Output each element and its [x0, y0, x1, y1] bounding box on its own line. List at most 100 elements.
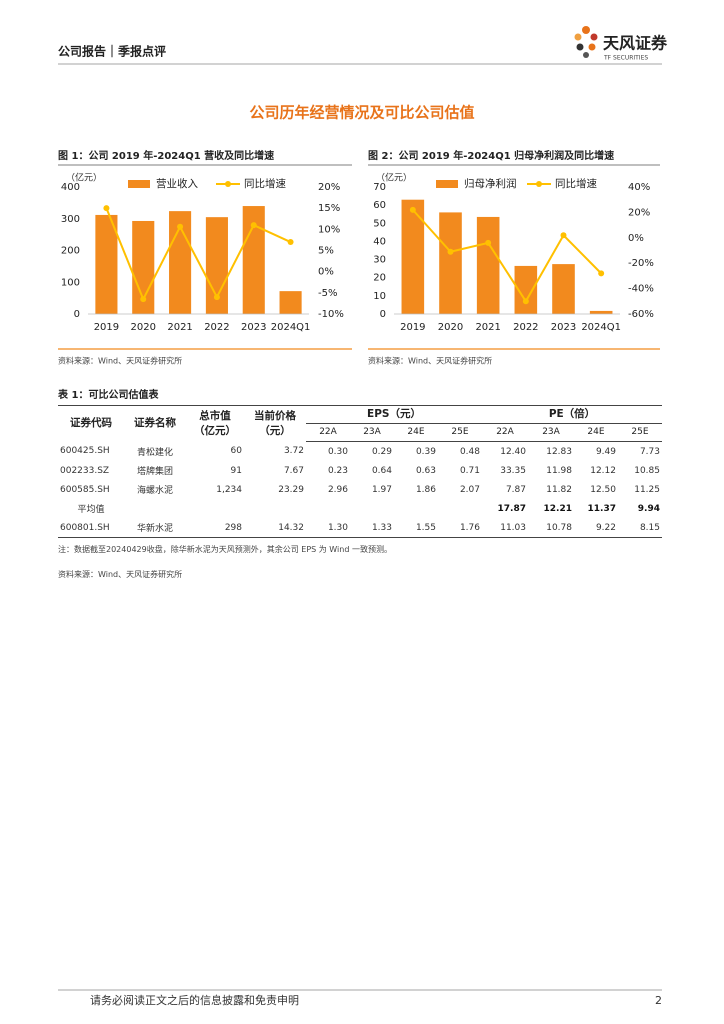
legend-label: 营业收入 — [156, 177, 198, 190]
x-tick-label: 2024Q1 — [271, 322, 311, 333]
table-row: 600585.SH 海螺水泥 1,234 23.29 2.96 1.97 1.86 2.07 7… — [58, 480, 662, 499]
table-cell: 23.29 — [278, 484, 304, 495]
empty-cell — [394, 499, 438, 518]
y-tick-label: 200 — [61, 246, 80, 257]
line-marker — [213, 294, 220, 301]
x-tick-label: 2023 — [551, 322, 576, 333]
average-value: 17.87 — [497, 503, 526, 514]
y-tick-label: 100 — [61, 277, 80, 288]
table-cell: 1.76 — [438, 518, 482, 538]
table-cell: 12.50 — [590, 484, 616, 495]
column-header: 当前价格 （元） — [244, 405, 306, 442]
x-tick-label: 2024Q1 — [581, 322, 621, 333]
table-cell: 0.71 — [459, 465, 480, 476]
column-header-line: （亿元） — [194, 424, 236, 437]
bar — [476, 216, 500, 314]
chart-source: 资料来源：Wind、天风证券研究所 — [368, 356, 492, 366]
y2-tick-label: -40% — [628, 284, 654, 295]
table-cell: 华新水泥 — [124, 518, 186, 538]
header-label: 公司报告｜季报点评 — [58, 44, 166, 59]
table-cell: 12.12 — [590, 465, 616, 476]
footer-disclaimer: 请务必阅读正文之后的信息披露和免责申明 — [90, 993, 299, 1007]
table-cell: 0.29 — [371, 446, 392, 457]
bar — [589, 310, 613, 314]
bar — [132, 220, 155, 314]
table-cell: 10.85 — [634, 465, 660, 476]
x-tick-label: 2021 — [475, 322, 500, 333]
y2-tick-label: 0% — [628, 233, 644, 244]
table-cell: 002233.SZ — [60, 465, 110, 476]
sub-column-header: 22A — [482, 423, 528, 442]
line-marker — [103, 205, 110, 212]
table-cell: 海螺水泥 — [136, 486, 173, 496]
table-cell: 12.83 — [546, 446, 572, 457]
table-cell: 3.72 — [283, 446, 304, 457]
table-cell: 0.64 — [371, 465, 392, 476]
table-cell: 91 — [230, 465, 242, 476]
chart-title: 图 2：公司 2019 年-2024Q1 归母净利润及同比增速 — [368, 149, 614, 162]
table-cell: 0.39 — [415, 446, 436, 457]
line-series — [105, 207, 292, 302]
table-row: 600425.SH 青松建化 60 3.72 0.30 0.29 0.39 0.48 12.40… — [58, 442, 662, 462]
logo-subtext: TF SECURITIES — [603, 55, 648, 62]
table-cell: 2.96 — [327, 484, 348, 495]
sub-column-header: 23A — [528, 423, 574, 442]
table-cell: 11.82 — [546, 484, 572, 495]
table-cell: 1,234 — [216, 484, 242, 495]
line-marker — [140, 296, 147, 303]
y-tick-label: 400 — [61, 182, 80, 193]
x-tick-label: 2022 — [513, 322, 538, 333]
chart-title: 图 1：公司 2019 年-2024Q1 营收及同比增速 — [58, 149, 274, 162]
y2-tick-label: 15% — [318, 203, 340, 214]
table-cell: 9.22 — [574, 518, 618, 538]
line-marker — [522, 298, 529, 305]
table-cell: 0.23 — [327, 465, 348, 476]
legend-swatch — [436, 180, 458, 188]
table-cell: 7.67 — [283, 465, 304, 476]
unit-label: （亿元） — [376, 172, 412, 184]
table-cell: 7.73 — [639, 446, 660, 457]
y2-tick-label: 20% — [628, 207, 650, 218]
empty-cell — [306, 499, 350, 518]
y-tick-label: 50 — [373, 218, 386, 229]
average-value: 12.21 — [543, 503, 572, 514]
x-tick-label: 2022 — [204, 322, 229, 333]
average-label: 平均值 — [77, 505, 105, 515]
logo-icon — [574, 26, 598, 58]
table-source: 资料来源：Wind、天风证券研究所 — [58, 570, 183, 579]
table-cell: 8.15 — [618, 518, 662, 538]
column-header-line: （元） — [259, 424, 291, 437]
table-cell: 298 — [186, 518, 244, 538]
column-header: 证券名称 — [124, 405, 186, 442]
x-tick-label: 2023 — [241, 322, 266, 333]
y2-tick-label: -10% — [318, 309, 344, 320]
y2-tick-label: 5% — [318, 246, 334, 257]
y2-tick-label: -60% — [628, 309, 654, 320]
column-header: 总市值 （亿元） — [186, 405, 244, 442]
sub-column-header: 24E — [394, 423, 438, 442]
x-tick-label: 2019 — [400, 322, 425, 333]
group-header: PE（倍） — [482, 405, 662, 424]
legend-label: 同比增速 — [244, 177, 286, 190]
line-marker — [485, 239, 492, 246]
table-cell: 7.87 — [505, 484, 526, 495]
table-cell: 0.48 — [459, 446, 480, 457]
sub-column-header: 25E — [618, 423, 662, 442]
legend-label: 归母净利润 — [464, 177, 517, 190]
y-tick-label: 0 — [74, 309, 80, 320]
valuation-table: 证券代码 证券名称 总市值 （亿元） 当前价格 （元） EPS（元） PE（倍） 22A 23A 2… — [58, 405, 662, 538]
table-note: 注：数据截至20240429收盘，除华新水泥为天风预测外，其余公司 EPS 为 … — [58, 545, 392, 554]
sub-column-header: 22A — [306, 423, 350, 442]
table-block: 表 1：可比公司估值表 证券代码 证券名称 总市值 （亿元） 当前价格 （元） EPS（元）… — [58, 387, 662, 580]
y-tick-label: 30 — [373, 255, 386, 266]
column-header-line: 证券名称 — [134, 417, 176, 430]
bar — [514, 265, 538, 314]
y2-tick-label: 20% — [318, 182, 340, 193]
line-marker — [409, 206, 416, 213]
sub-column-header: 24E — [574, 423, 618, 442]
bar — [205, 217, 228, 314]
line-marker — [598, 270, 605, 277]
y-tick-label: 10 — [373, 291, 386, 302]
sub-column-header: 25E — [438, 423, 482, 442]
